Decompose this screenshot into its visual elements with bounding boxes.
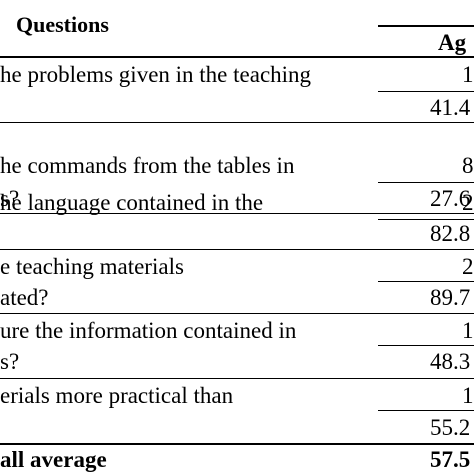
question-2-line-1: he commands from the tables in (0, 153, 295, 178)
agree-percent-5: 48.3 (430, 349, 471, 374)
header-bottom-rule (0, 56, 474, 58)
header-agree: Ag (438, 30, 467, 55)
header-questions: Questions (16, 12, 109, 37)
header-top-rule (378, 25, 474, 27)
row-2-mid-rule (378, 182, 474, 183)
agree-percent-4: 89.7 (430, 285, 471, 310)
row-5-mid-rule (378, 345, 474, 346)
overall-average-label: all average (0, 447, 107, 472)
agree-count-4: 2 (462, 254, 474, 279)
agree-count-5: 1 (462, 318, 474, 343)
question-6-line-1: erials more practical than (0, 383, 234, 408)
agree-percent-1: 41.4 (430, 95, 471, 120)
question-5-line-1: ure the information contained in (0, 318, 297, 343)
agree-count-6: 1 (462, 383, 474, 408)
question-1-line-1: he problems given in the teaching (0, 62, 312, 87)
row-6-bottom-rule (0, 443, 474, 445)
question-4-line-2: ated? (0, 285, 49, 310)
row-4-bottom-rule (0, 313, 474, 314)
row-3-mid-rule (378, 219, 474, 220)
agree-percent-2: 27.6 (430, 186, 471, 211)
row-5-bottom-rule (0, 378, 474, 379)
overall-average-value: 57.5 (430, 447, 471, 472)
row-1-mid-rule (378, 91, 474, 92)
agree-percent-6: 55.2 (430, 415, 471, 440)
agree-percent-3: 82.8 (430, 221, 471, 246)
row-1-bottom-rule (0, 122, 474, 123)
question-4-line-1: e teaching materials (0, 254, 184, 279)
agree-count-3: 2 (462, 190, 474, 215)
agree-count-2: 8 (462, 153, 474, 178)
row-4-mid-rule (378, 281, 474, 282)
question-5-line-2: s? (0, 349, 20, 374)
agree-count-1: 1 (462, 62, 474, 87)
row-6-mid-rule (378, 410, 474, 411)
question-3-line-1: he language contained in the (0, 190, 264, 215)
row-2-bottom-rule (0, 213, 474, 214)
row-3-bottom-rule (0, 249, 474, 250)
question-2-line-2: s? (0, 186, 20, 211)
